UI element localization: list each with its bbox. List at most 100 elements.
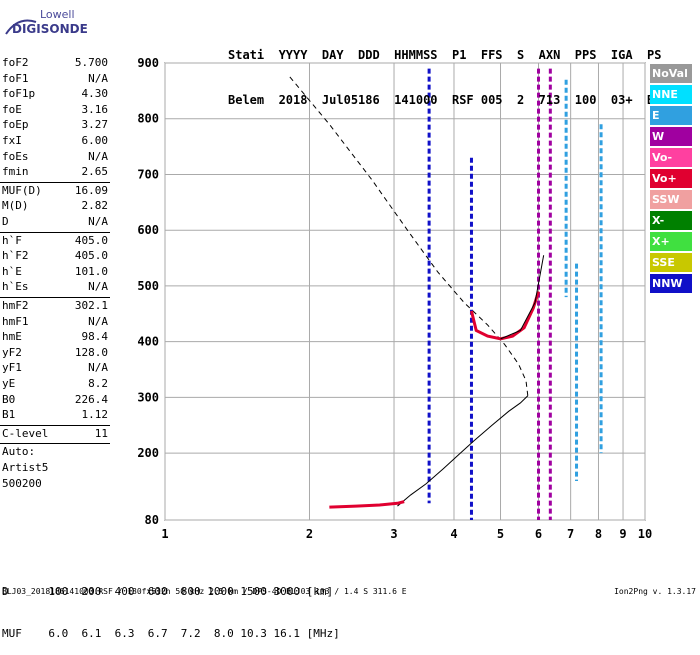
param-separator bbox=[0, 181, 110, 183]
param-key: C-level bbox=[2, 426, 49, 440]
footer-info: BLJ03_2018186141000.RSF / 180fx512h 50 k… bbox=[2, 587, 407, 596]
param-key: h`E bbox=[2, 264, 22, 278]
param-value: N/A bbox=[88, 215, 108, 228]
param-row: hmF1 N/A bbox=[2, 315, 108, 330]
param-separator bbox=[0, 231, 110, 233]
f-layer-trace-fit bbox=[500, 255, 545, 340]
y-tick-label: 400 bbox=[137, 335, 159, 349]
param-key: foEs bbox=[2, 149, 29, 163]
x-tick-label: 10 bbox=[638, 527, 652, 541]
param-separator bbox=[0, 297, 110, 298]
param-value: 4.30 bbox=[81, 87, 109, 101]
param-key: h`F bbox=[2, 233, 22, 247]
y-tick-label: 900 bbox=[137, 56, 159, 70]
param-key: M(D) bbox=[2, 199, 29, 213]
f-layer-trace bbox=[470, 291, 540, 341]
legend-item: Vo+ bbox=[650, 169, 692, 188]
legend-item: NoVal bbox=[650, 64, 692, 83]
param-value: N/A bbox=[88, 361, 108, 375]
ionogram-chart: 1 2 3 4 5 6 7 8 9 10 80 200 300 400 500 600 700 800 900 bbox=[137, 56, 652, 541]
param-key: yF1 bbox=[2, 361, 22, 375]
logo-line1: Lowell bbox=[40, 8, 75, 21]
x-tick-label: 7 bbox=[567, 527, 574, 541]
param-value: 8.2 bbox=[88, 377, 108, 390]
param-value: 3.16 bbox=[81, 102, 109, 116]
legend-item: X- bbox=[650, 211, 692, 230]
param-row: foF1p 4.30 bbox=[2, 87, 108, 102]
d-row: D 100 200 400 600 800 1000 1500 3000 [km… bbox=[2, 585, 334, 598]
param-value: 226.4 bbox=[74, 392, 108, 406]
param-value: N/A bbox=[88, 280, 108, 294]
param-row: foF1 N/A bbox=[2, 72, 108, 87]
param-row: B1 1.12 bbox=[2, 408, 108, 423]
param-value: 11 bbox=[94, 426, 108, 440]
param-value: N/A bbox=[88, 71, 108, 85]
param-row: h`E 101.0 bbox=[2, 265, 108, 280]
param-key: D bbox=[2, 215, 9, 228]
param-row: hmE 98.4 bbox=[2, 330, 108, 345]
x-tick-label: 9 bbox=[619, 527, 626, 541]
x-tick-label: 1 bbox=[161, 527, 168, 541]
param-row: foE 3.16 bbox=[2, 103, 108, 118]
param-value: 6.00 bbox=[81, 134, 109, 147]
y-tick-label: 200 bbox=[137, 446, 159, 460]
param-row: 500200 bbox=[2, 477, 108, 492]
x-tick-label: 4 bbox=[450, 527, 457, 541]
d-muf-table: D 100 200 400 600 800 1000 1500 3000 [km… bbox=[2, 557, 340, 655]
muf-row: MUF 6.0 6.1 6.3 6.7 7.2 8.0 10.3 16.1 [M… bbox=[2, 627, 340, 640]
param-value: 302.1 bbox=[74, 299, 108, 312]
param-row: hmF2 302.1 bbox=[2, 299, 108, 314]
param-row: fxI 6.00 bbox=[2, 134, 108, 149]
lowell-digisonde-logo: Lowell DIGISONDE bbox=[4, 6, 88, 40]
param-value: 128.0 bbox=[74, 345, 108, 359]
param-row: foF2 5.700 bbox=[2, 56, 108, 71]
param-key: MUF(D) bbox=[2, 183, 42, 197]
param-value: N/A bbox=[88, 149, 108, 163]
param-key: yF2 bbox=[2, 345, 22, 359]
param-row: M(D) 2.82 bbox=[2, 199, 108, 214]
param-key: h`Es bbox=[2, 280, 29, 294]
param-value: 2.82 bbox=[81, 199, 109, 213]
legend-item: E bbox=[650, 106, 692, 125]
param-value: 5.700 bbox=[74, 56, 108, 69]
param-value: 2.65 bbox=[81, 165, 109, 179]
param-row: yF1 N/A bbox=[2, 361, 108, 376]
param-row: B0 226.4 bbox=[2, 393, 108, 408]
param-value: 101.0 bbox=[74, 264, 108, 278]
param-key: fmin bbox=[2, 165, 29, 179]
param-row: yF2 128.0 bbox=[2, 346, 108, 361]
param-key: Artist5 bbox=[2, 461, 49, 474]
param-row: Auto: bbox=[2, 445, 108, 460]
station-header: Stati YYYY DAY DDD HHMMSS P1 FFS S AXN P… bbox=[228, 18, 661, 123]
param-key: B1 bbox=[2, 408, 16, 422]
param-value: 405.0 bbox=[74, 249, 108, 263]
y-tick-label: 700 bbox=[137, 167, 159, 181]
legend-item: SSW bbox=[650, 190, 692, 209]
param-key: fxI bbox=[2, 134, 22, 147]
param-key: foE bbox=[2, 102, 22, 116]
y-tick-label: 80 bbox=[145, 513, 159, 527]
param-value: 98.4 bbox=[81, 330, 109, 344]
param-key: 500200 bbox=[2, 476, 42, 490]
logo-line2: DIGISONDE bbox=[12, 22, 88, 36]
param-row: h`Es N/A bbox=[2, 280, 108, 295]
param-value: 405.0 bbox=[74, 233, 108, 247]
param-key: B0 bbox=[2, 392, 16, 406]
plot-frame bbox=[164, 62, 646, 521]
y-tick-label: 800 bbox=[137, 112, 159, 126]
legend-item: W bbox=[650, 127, 692, 146]
footer-version: Ion2Png v. 1.3.17 bbox=[614, 587, 696, 596]
param-key: Auto: bbox=[2, 445, 36, 459]
legend-item: NNE bbox=[650, 85, 692, 104]
param-row: Artist5 bbox=[2, 461, 108, 476]
param-row: fmin 2.65 bbox=[2, 165, 108, 180]
param-key: foF1 bbox=[2, 71, 29, 85]
param-separator bbox=[0, 443, 110, 445]
param-key: foF2 bbox=[2, 56, 29, 69]
legend-item: Vo- bbox=[650, 148, 692, 167]
legend-item: NNW bbox=[650, 274, 692, 293]
param-row: foEp 3.27 bbox=[2, 118, 108, 133]
param-key: hmF1 bbox=[2, 314, 29, 328]
x-tick-label: 3 bbox=[390, 527, 397, 541]
header-labels: Stati YYYY DAY DDD HHMMSS P1 FFS S AXN P… bbox=[228, 48, 662, 62]
